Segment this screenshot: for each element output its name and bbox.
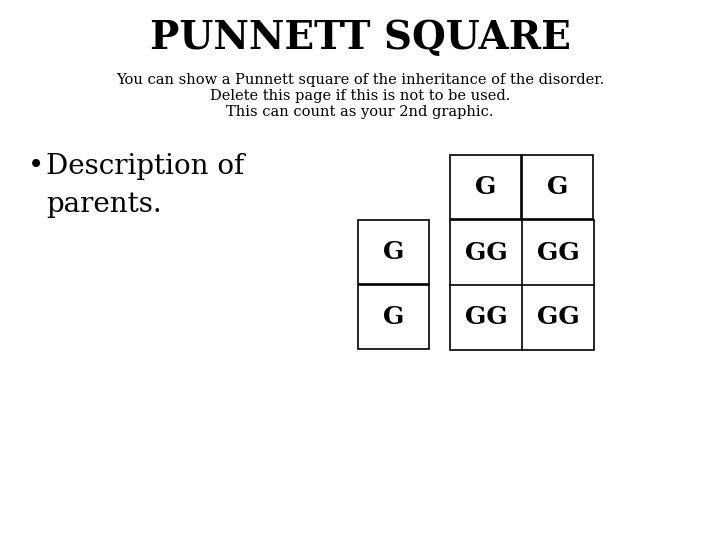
Bar <box>358 220 429 284</box>
Text: This can count as your 2nd graphic.: This can count as your 2nd graphic. <box>226 105 494 119</box>
Text: Delete this page if this is not to be used.: Delete this page if this is not to be us… <box>210 89 510 103</box>
Text: Description of
parents.: Description of parents. <box>46 153 244 218</box>
Text: You can show a Punnett square of the inheritance of the disorder.: You can show a Punnett square of the inh… <box>116 73 604 87</box>
Bar <box>522 155 593 219</box>
Bar <box>450 155 521 219</box>
Bar <box>450 220 594 350</box>
Text: GG: GG <box>464 240 508 265</box>
Text: G: G <box>383 240 404 264</box>
Text: G: G <box>474 175 496 199</box>
Text: GG: GG <box>536 306 580 329</box>
Text: GG: GG <box>464 306 508 329</box>
Bar <box>358 285 429 349</box>
Text: PUNNETT SQUARE: PUNNETT SQUARE <box>150 19 570 57</box>
Text: G: G <box>383 305 404 329</box>
Text: G: G <box>546 175 568 199</box>
Text: •: • <box>28 153 44 180</box>
Text: GG: GG <box>536 240 580 265</box>
